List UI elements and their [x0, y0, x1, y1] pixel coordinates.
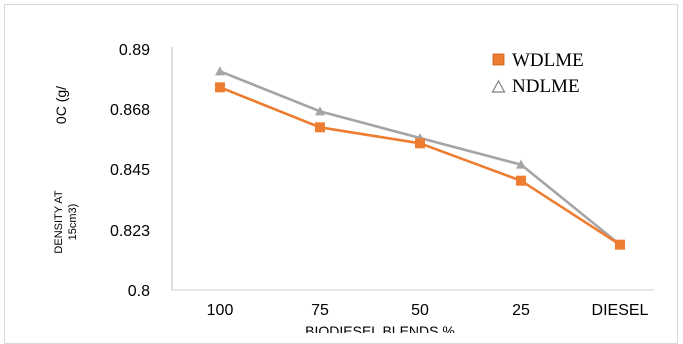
y-tick-labels: 0.8 0.823 0.845 0.868 0.89 — [110, 42, 150, 300]
data-point-ndlme — [215, 66, 225, 76]
x-tick-label: 100 — [207, 302, 234, 319]
data-point-wdlme — [215, 82, 225, 93]
x-tick-label: 25 — [512, 302, 530, 319]
y-tick-label: 0.89 — [119, 42, 150, 59]
data-point-ndlme — [516, 159, 526, 169]
y-axis-label-line: DENSITY AT — [53, 190, 65, 253]
x-tick-label: 75 — [311, 302, 329, 319]
y-tick-label: 0.868 — [110, 102, 150, 119]
x-tick-label: DIESEL — [592, 302, 649, 319]
y-tick-label: 0.8 — [128, 283, 150, 300]
data-point-wdlme — [516, 175, 526, 186]
series-line-ndlme — [219, 70, 621, 246]
data-point-wdlme — [415, 138, 425, 149]
legend-label-wdlme: WDLME — [512, 50, 584, 71]
y-axis-label-line: 15cm3) — [67, 204, 79, 241]
y-tick-label: 0.845 — [110, 162, 150, 179]
legend-marker-wdlme — [492, 53, 505, 66]
data-point-wdlme — [315, 122, 325, 133]
x-tick-labels: 100 75 50 25 DIESEL — [207, 302, 649, 319]
legend-marker-ndlme — [491, 79, 506, 93]
legend-label-ndlme: NDLME — [512, 76, 580, 97]
y-axis-label-line: 0C (g/ — [53, 86, 69, 124]
x-axis-label: BIODIESEL BLENDS % — [305, 323, 455, 333]
legend: WDLME NDLME — [491, 50, 584, 97]
density-chart: 0.8 0.823 0.845 0.868 0.89 DENSITY AT 15… — [53, 42, 654, 333]
y-tick-label: 0.823 — [110, 223, 150, 240]
series-line-wdlme — [219, 86, 621, 246]
data-point-wdlme — [615, 239, 625, 250]
data-point-ndlme — [315, 106, 325, 116]
x-tick-label: 50 — [411, 302, 429, 319]
series-layer — [215, 66, 625, 250]
